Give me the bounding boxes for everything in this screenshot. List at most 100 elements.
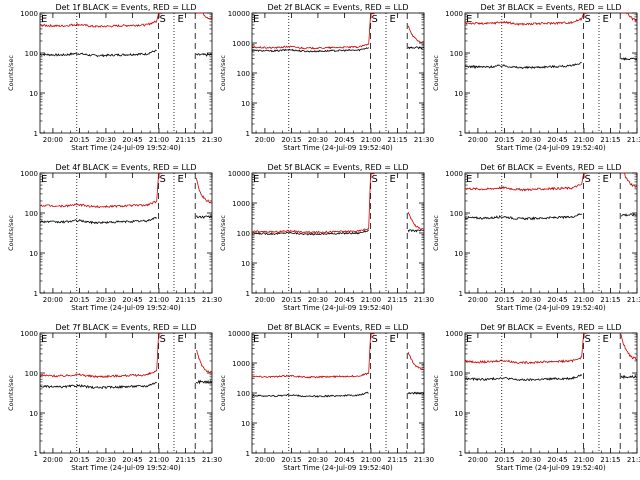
panel-title: Det 7f BLACK = Events, RED = LLD: [55, 323, 196, 332]
x-tick-label: 20:45: [334, 296, 354, 304]
plot-frame: [251, 332, 425, 454]
series-lld-post: [196, 12, 212, 20]
y-axis-label: Counts/sec: [7, 55, 15, 91]
series-lld-post: [407, 351, 424, 371]
x-tick-label: 20:45: [547, 456, 567, 464]
series-events-pre: [251, 391, 369, 398]
marker-label: E: [466, 174, 472, 185]
y-tick-label: 10: [29, 90, 38, 98]
marker-label: E: [390, 14, 396, 25]
panel-det-8: Det 8f BLACK = Events, RED = LLD 1 10 100 10…: [219, 323, 434, 472]
series-events-post: [620, 212, 637, 217]
marker-label: E: [253, 174, 259, 185]
x-tick-label: 21:00: [574, 456, 594, 464]
panel-title: Det 9f BLACK = Events, RED = LLD: [480, 323, 621, 332]
marker-label: E: [466, 334, 472, 345]
panel-title: Det 2f BLACK = Events, RED = LLD: [267, 3, 408, 12]
x-tick-label: 21:30: [627, 296, 640, 304]
y-axis-label: Counts/sec: [219, 215, 227, 251]
panel-det-9: Det 9f BLACK = Events, RED = LLD 1 10 100 10…: [432, 323, 640, 472]
marker-label: E: [603, 174, 609, 185]
marker-label: E: [41, 14, 47, 25]
x-tick-label: 21:30: [202, 296, 222, 304]
plot-frame: [39, 12, 213, 134]
y-tick-label: 1000: [445, 330, 463, 338]
plot-frame: [464, 332, 638, 454]
x-tick-label: 21:15: [175, 456, 195, 464]
marker-label: S: [584, 14, 590, 25]
series-events-pre: [464, 213, 582, 221]
panel-title: Det 3f BLACK = Events, RED = LLD: [480, 3, 621, 12]
x-tick-label: 20:30: [308, 136, 328, 144]
series-lld-post: [407, 211, 424, 230]
marker-label: S: [371, 14, 377, 25]
x-tick-label: 20:45: [547, 136, 567, 144]
y-tick-label: 100: [25, 50, 38, 58]
y-tick-label: 1: [459, 290, 463, 298]
x-axis-label: Start Time (24-Jul-09 19:52:40): [71, 144, 181, 152]
x-tick-label: 21:00: [361, 136, 381, 144]
x-tick-label: 20:00: [255, 136, 275, 144]
series-lld-pre: [39, 173, 163, 209]
y-tick-label: 1: [34, 290, 38, 298]
y-tick-label: 100: [450, 50, 463, 58]
plot-frame: [39, 172, 213, 294]
marker-label: E: [466, 14, 472, 25]
panel-title: Det 4f BLACK = Events, RED = LLD: [55, 163, 196, 172]
x-tick-label: 20:30: [521, 296, 541, 304]
panel-det-7: Det 7f BLACK = Events, RED = LLD 1 10 100 10…: [7, 323, 222, 472]
marker-label: E: [253, 334, 259, 345]
series-events-post: [407, 229, 424, 233]
y-tick-label: 10000: [228, 10, 250, 18]
y-tick-label: 1: [246, 450, 250, 458]
x-tick-label: 20:30: [521, 136, 541, 144]
y-tick-label: 10: [29, 250, 38, 258]
panel-det-1: Det 1f BLACK = Events, RED = LLD 1 10 100 10…: [7, 3, 222, 152]
y-axis-label: Counts/sec: [432, 375, 440, 411]
marker-label: E: [178, 174, 184, 185]
x-tick-label: 20:15: [281, 296, 301, 304]
x-tick-label: 21:00: [149, 456, 169, 464]
series-events-post: [195, 52, 212, 57]
x-tick-label: 21:00: [574, 136, 594, 144]
y-tick-label: 1000: [445, 170, 463, 178]
marker-label: S: [159, 174, 165, 185]
x-tick-label: 20:30: [521, 456, 541, 464]
series-lld-pre: [464, 333, 588, 365]
marker-label: S: [159, 14, 165, 25]
x-tick-label: 20:15: [281, 456, 301, 464]
y-axis-label: Counts/sec: [7, 215, 15, 251]
series-events-pre: [39, 49, 157, 58]
panel-title: Det 6f BLACK = Events, RED = LLD: [480, 163, 621, 172]
y-axis-label: Counts/sec: [432, 55, 440, 91]
marker-label: E: [390, 174, 396, 185]
series-lld-post: [407, 25, 424, 44]
y-tick-label: 1000: [232, 40, 250, 48]
y-tick-label: 10000: [228, 170, 250, 178]
x-tick-label: 20:45: [122, 296, 142, 304]
x-tick-label: 20:30: [96, 456, 116, 464]
x-tick-label: 21:30: [414, 296, 434, 304]
panel-title: Det 1f BLACK = Events, RED = LLD: [55, 3, 196, 12]
y-tick-label: 1: [246, 290, 250, 298]
plot-frame: [251, 12, 425, 134]
marker-label: E: [41, 334, 47, 345]
x-tick-label: 20:15: [281, 136, 301, 144]
y-tick-label: 10: [454, 410, 463, 418]
x-axis-label: Start Time (24-Jul-09 19:52:40): [283, 144, 393, 152]
series-events-pre: [464, 61, 582, 70]
marker-label: E: [178, 334, 184, 345]
x-tick-label: 21:30: [627, 456, 640, 464]
x-tick-label: 20:00: [255, 456, 275, 464]
series-lld-pre: [252, 333, 375, 379]
x-tick-label: 20:30: [96, 296, 116, 304]
panel-title: Det 8f BLACK = Events, RED = LLD: [267, 323, 408, 332]
x-tick-label: 20:45: [547, 296, 567, 304]
y-tick-label: 1: [459, 450, 463, 458]
series-lld-post: [621, 172, 637, 188]
x-tick-label: 20:15: [494, 456, 514, 464]
x-tick-label: 20:15: [494, 136, 514, 144]
series-lld-pre: [251, 13, 375, 50]
y-tick-label: 100: [25, 210, 38, 218]
x-tick-label: 21:15: [600, 296, 620, 304]
